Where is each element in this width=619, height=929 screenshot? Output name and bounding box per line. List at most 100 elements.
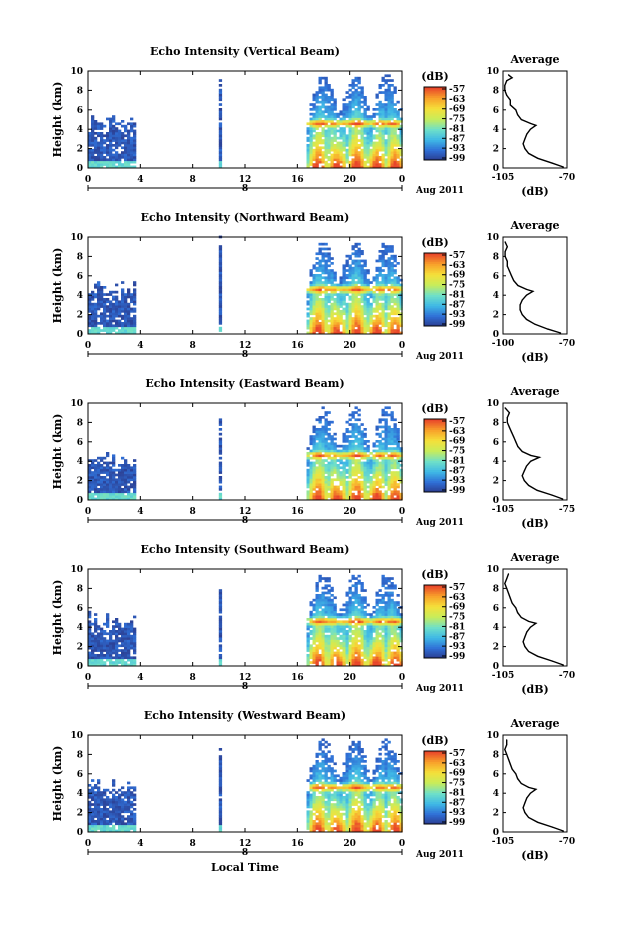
- echo-cell: [118, 310, 122, 313]
- echo-cell: [127, 312, 131, 316]
- echo-cell: [324, 115, 328, 118]
- echo-cell: [345, 456, 349, 460]
- echo-cell: [372, 620, 376, 624]
- echo-cell: [372, 663, 376, 667]
- echo-cell: [339, 305, 343, 308]
- echo-cell: [357, 269, 361, 272]
- echo-cell: [327, 656, 331, 660]
- echo-cell: [127, 322, 131, 325]
- echo-cell: [91, 331, 95, 335]
- echo-cell: [354, 637, 358, 640]
- echo-cell: [393, 103, 397, 106]
- echo-cell: [315, 276, 319, 280]
- echo-cell: [218, 468, 223, 472]
- echo-cell: [369, 115, 373, 118]
- echo-cell: [363, 322, 367, 325]
- echo-cell: [393, 644, 397, 648]
- echo-cell: [88, 134, 92, 138]
- echo-cell: [363, 497, 367, 501]
- echo-cell: [360, 310, 364, 313]
- echo-cell: [133, 300, 137, 304]
- echo-cell: [339, 165, 343, 169]
- echo-cell: [384, 618, 388, 621]
- echo-cell: [327, 274, 331, 277]
- echo-cell: [351, 456, 355, 460]
- echo-cell: [130, 310, 134, 313]
- echo-cell: [381, 278, 385, 282]
- echo-cell: [315, 163, 319, 166]
- echo-cell: [393, 120, 397, 123]
- echo-cell: [357, 262, 361, 265]
- echo-cell: [333, 630, 337, 633]
- echo-cell: [354, 110, 358, 114]
- echo-cell: [327, 492, 331, 496]
- echo-cell: [315, 490, 319, 494]
- echo-cell: [330, 630, 334, 633]
- echo-cell: [354, 423, 358, 426]
- echo-cell: [88, 293, 92, 296]
- x-tick-label: 4: [137, 507, 143, 517]
- echo-cell: [333, 468, 337, 472]
- echo-cell: [375, 639, 379, 643]
- echo-cell: [333, 158, 337, 162]
- echo-cell: [103, 495, 107, 498]
- echo-cell: [218, 252, 223, 256]
- echo-cell: [375, 637, 379, 640]
- echo-cell: [384, 449, 388, 453]
- echo-cell: [342, 634, 346, 638]
- average-profile-point: [529, 128, 532, 130]
- echo-cell: [384, 259, 388, 263]
- echo-cell: [351, 606, 355, 609]
- echo-cell: [318, 476, 322, 479]
- echo-cell: [309, 134, 313, 138]
- echo-cell: [381, 245, 385, 248]
- echo-cell: [375, 627, 379, 631]
- echo-cell: [130, 634, 134, 638]
- echo-cell: [348, 120, 352, 123]
- echo-cell: [390, 148, 394, 152]
- echo-cell: [327, 247, 331, 251]
- echo-cell: [363, 120, 367, 123]
- echo-cell: [218, 254, 223, 258]
- echo-cell: [327, 622, 331, 626]
- echo-cell: [393, 141, 397, 145]
- echo-cell: [88, 663, 92, 667]
- echo-cell: [345, 649, 349, 652]
- echo-cell: [97, 646, 101, 650]
- y-axis-label: Height (km): [51, 248, 64, 324]
- echo-cell: [124, 497, 128, 501]
- echo-cell: [327, 115, 331, 118]
- echo-cell: [218, 319, 223, 323]
- echo-cell: [333, 447, 337, 450]
- echo-cell: [363, 108, 367, 111]
- echo-cell: [357, 93, 361, 97]
- echo-cell: [309, 620, 313, 624]
- echo-cell: [342, 483, 346, 486]
- echo-cell: [130, 307, 134, 311]
- echo-cell: [360, 117, 364, 121]
- echo-cell: [348, 586, 352, 590]
- echo-cell: [369, 290, 373, 294]
- echo-cell: [366, 468, 370, 472]
- echo-cell: [375, 112, 379, 116]
- echo-cell: [387, 413, 391, 417]
- echo-cell: [381, 132, 385, 135]
- echo-cell: [381, 136, 385, 140]
- echo-cell: [315, 644, 319, 648]
- echo-cell: [306, 331, 310, 335]
- colorbar-swatch: [424, 269, 446, 272]
- echo-cell: [327, 411, 331, 414]
- echo-cell: [133, 483, 137, 486]
- echo-cell: [384, 252, 388, 256]
- echo-cell: [324, 262, 328, 265]
- echo-cell: [315, 437, 319, 441]
- echo-cell: [321, 96, 325, 99]
- echo-cell: [218, 596, 223, 600]
- echo-cell: [354, 418, 358, 422]
- echo-cell: [133, 497, 137, 501]
- echo-cell: [336, 151, 340, 154]
- echo-cell: [366, 625, 370, 628]
- echo-cell: [372, 456, 376, 460]
- echo-cell: [324, 153, 328, 157]
- echo-cell: [218, 480, 223, 484]
